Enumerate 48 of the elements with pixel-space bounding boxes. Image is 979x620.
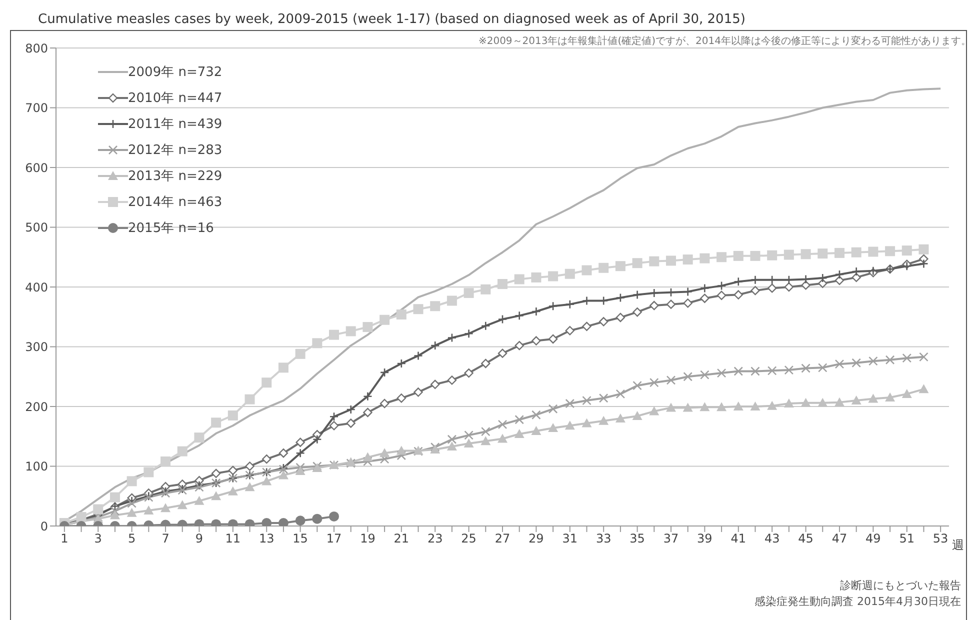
x-tick-label: 41 <box>730 532 746 546</box>
x-tick-label: 25 <box>461 532 476 546</box>
x-tick-label: 7 <box>162 532 170 546</box>
x-tick-label: 51 <box>899 532 915 546</box>
x-tick-label: 45 <box>798 532 814 546</box>
legend-label: 2009年 n=732 <box>128 64 222 81</box>
x-tick-label: 35 <box>630 532 645 546</box>
x-tick-label: 37 <box>663 532 679 546</box>
x-tick-label: 3 <box>94 532 102 546</box>
legend-label: 2015年 n=16 <box>128 220 214 237</box>
x-tick-label: 19 <box>360 532 376 546</box>
x-tick-label: 5 <box>128 532 136 546</box>
legend-label: 2013年 n=229 <box>128 168 222 185</box>
x-tick-label: 13 <box>258 532 274 546</box>
x-tick-label: 1 <box>60 532 68 546</box>
legend-label: 2011年 n=439 <box>128 116 222 133</box>
text: 感染症発生動向調査 2015年4月30日現在 <box>754 594 961 610</box>
x-tick-label: 27 <box>494 532 510 546</box>
x-tick-label: 17 <box>326 532 342 546</box>
y-tick-label: 0 <box>40 519 48 534</box>
text: ※2009～2013年は年報集計値(確定値)ですが、2014年以降は今後の修正等により変わる可能性があります。 <box>478 34 971 48</box>
y-tick-label: 600 <box>25 160 48 175</box>
x-tick-label: 49 <box>866 532 881 546</box>
y-tick-label: 200 <box>25 400 48 414</box>
y-tick-label: 700 <box>25 101 48 116</box>
y-tick-label: 800 <box>25 41 48 56</box>
legend-label: 2012年 n=283 <box>128 142 222 159</box>
y-tick-label: 500 <box>25 220 48 235</box>
x-tick-label: 11 <box>225 532 241 546</box>
x-tick-label: 29 <box>528 532 544 546</box>
x-tick-label: 53 <box>932 532 948 546</box>
legend-label: 2014年 n=463 <box>128 194 222 211</box>
x-tick-label: 31 <box>562 532 578 546</box>
x-axis-title: 週 <box>952 537 964 554</box>
x-tick-label: 15 <box>292 532 308 546</box>
text: 診断週にもとづいた報告 <box>839 578 961 594</box>
legend-label: 2010年 n=447 <box>128 90 222 107</box>
x-tick-label: 43 <box>764 532 780 546</box>
x-tick-label: 23 <box>427 532 443 546</box>
x-tick-label: 21 <box>394 532 410 546</box>
y-tick-label: 100 <box>25 460 48 474</box>
x-tick-label: 47 <box>832 532 848 546</box>
x-tick-label: 39 <box>697 532 712 546</box>
y-tick-label: 400 <box>25 280 48 294</box>
x-tick-label: 9 <box>195 532 204 546</box>
chart-title: Cumulative measles cases by week, 2009-2015 (week 1-17) (based on diagnosed week as of April 30, 2015) <box>38 12 746 27</box>
y-tick-label: 300 <box>25 340 48 354</box>
x-tick-label: 33 <box>596 532 612 546</box>
